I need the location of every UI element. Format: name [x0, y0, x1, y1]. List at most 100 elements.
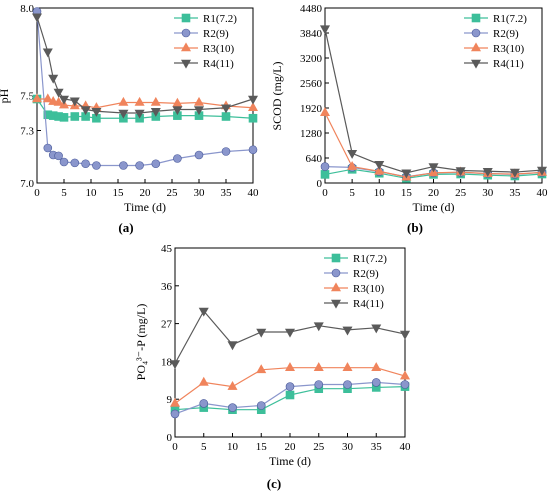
data-point-R2(9) [59, 157, 69, 167]
data-point-R1(7.2) [221, 112, 231, 121]
data-point-R2(9) [228, 403, 237, 412]
legend-label: R1(7.2) [203, 13, 237, 25]
legend-label: R4(11) [353, 298, 384, 310]
y-tick-label: 4480 [300, 3, 323, 15]
x-axis-label: Time (d) [269, 454, 311, 468]
y-tick-label: 9 [167, 394, 173, 406]
data-point-R3(10) [342, 362, 353, 372]
x-tick-label: 25 [455, 187, 467, 199]
data-point-R4(11) [247, 95, 259, 105]
x-tick-label: 0 [172, 441, 178, 453]
data-point-R4(11) [428, 163, 439, 173]
data-point-R2(9) [70, 158, 80, 168]
legend-marker [330, 299, 342, 309]
x-tick-label: 0 [34, 187, 40, 199]
x-tick-label: 20 [285, 441, 297, 453]
data-point-R3(10) [118, 96, 129, 106]
legend-marker [180, 59, 192, 69]
data-point-R4(11) [80, 106, 91, 116]
x-tick-label: 25 [313, 441, 325, 453]
legend-marker [471, 13, 481, 23]
x-tick-label: 35 [371, 441, 383, 453]
data-point-R2(9) [92, 161, 101, 170]
data-point-R3(10) [31, 93, 43, 103]
x-tick-label: 10 [86, 187, 98, 199]
data-point-R3(10) [284, 362, 296, 372]
y-tick-label: 36 [161, 281, 173, 293]
panel-label: (a) [118, 220, 133, 235]
x-tick-label: 15 [113, 187, 125, 199]
data-point-R2(9) [135, 161, 144, 170]
legend-marker [330, 282, 342, 292]
data-point-R2(9) [81, 159, 90, 169]
data-point-R3(10) [313, 362, 324, 372]
data-point-R4(11) [482, 167, 493, 177]
x-axis-label: Time (d) [413, 200, 455, 214]
y-tick-label: 1920 [300, 103, 323, 115]
y-tick-label: 18 [161, 356, 173, 368]
data-point-R2(9) [285, 382, 295, 391]
y-tick-label: 7.3 [20, 126, 34, 138]
data-point-R2(9) [371, 378, 381, 387]
x-tick-label: 40 [400, 441, 412, 453]
x-tick-label: 35 [221, 187, 233, 199]
panel-b: 0 5 10 15 20 25 30 35 40 0 640 1280 1920 2560 3200 3840… [270, 3, 548, 235]
y-tick-label: 1280 [300, 128, 323, 140]
data-point-R2(9) [43, 143, 53, 153]
data-point-R4(11) [220, 104, 232, 114]
data-point-R3(10) [134, 96, 145, 106]
data-point-R2(9) [256, 401, 266, 410]
data-point-R2(9) [221, 147, 231, 156]
data-point-R1(7.2) [70, 112, 80, 121]
y-tick-label: 7.0 [20, 178, 34, 190]
legend-label: R2(9) [493, 28, 519, 40]
legend-label: R1(7.2) [353, 253, 387, 265]
data-point-R4(11) [150, 107, 161, 117]
legend-marker [181, 13, 191, 23]
y-axis-label: PO₄³⁻-P (mg/L) [134, 304, 148, 381]
y-tick-label: 2560 [300, 78, 323, 90]
data-point-R2(9) [54, 151, 63, 161]
data-point-R4(11) [342, 326, 353, 336]
panel-label: (b) [407, 220, 423, 235]
data-point-R3(10) [42, 93, 53, 103]
data-point-R4(11) [198, 307, 209, 317]
legend-label: R3(10) [203, 43, 235, 55]
data-point-R4(11) [172, 106, 183, 116]
data-point-R4(11) [347, 150, 358, 159]
data-point-R4(11) [69, 97, 80, 107]
data-point-R2(9) [248, 145, 258, 155]
x-tick-label: 30 [342, 441, 354, 453]
data-point-R4(11) [371, 324, 382, 334]
data-point-R2(9) [400, 380, 410, 389]
y-tick-label: 0 [167, 432, 173, 444]
x-axis-label: Time (d) [124, 200, 166, 214]
legend-label: R4(11) [203, 58, 234, 70]
legend-marker [470, 59, 482, 69]
data-point-R3(10) [150, 96, 161, 106]
data-point-R3(10) [53, 96, 64, 106]
x-tick-label: 40 [537, 187, 549, 199]
x-tick-label: 5 [61, 187, 67, 199]
data-point-R4(11) [193, 106, 205, 116]
data-point-R2(9) [343, 380, 352, 389]
panel-a: 0 5 10 15 20 25 30 35 40 7.0 7.3 7.5 8.0 Time (d) pH (a… [0, 3, 259, 235]
data-point-R1(7.2) [248, 113, 258, 123]
data-point-R2(9) [119, 161, 128, 170]
data-point-R3(10) [256, 364, 267, 374]
data-point-R3(10) [319, 107, 331, 116]
panel-c: 0 5 10 15 20 25 30 35 40 0 9 18 27 36 45 Time (d) PO₄³⁻-… [134, 243, 411, 491]
data-point-R1(7.2) [59, 113, 69, 122]
x-tick-label: 10 [374, 187, 386, 199]
data-point-R1(7.2) [320, 170, 330, 179]
data-point-R2(9) [170, 409, 180, 419]
x-tick-label: 5 [201, 441, 207, 453]
x-tick-label: 0 [322, 187, 328, 199]
data-point-R4(11) [48, 74, 59, 84]
legend-marker [331, 268, 341, 278]
data-point-R4(11) [42, 48, 53, 58]
data-point-R3(10) [193, 96, 205, 106]
x-tick-label: 20 [428, 187, 440, 199]
y-tick-label: 3840 [300, 28, 323, 40]
data-point-R4(11) [118, 109, 129, 119]
